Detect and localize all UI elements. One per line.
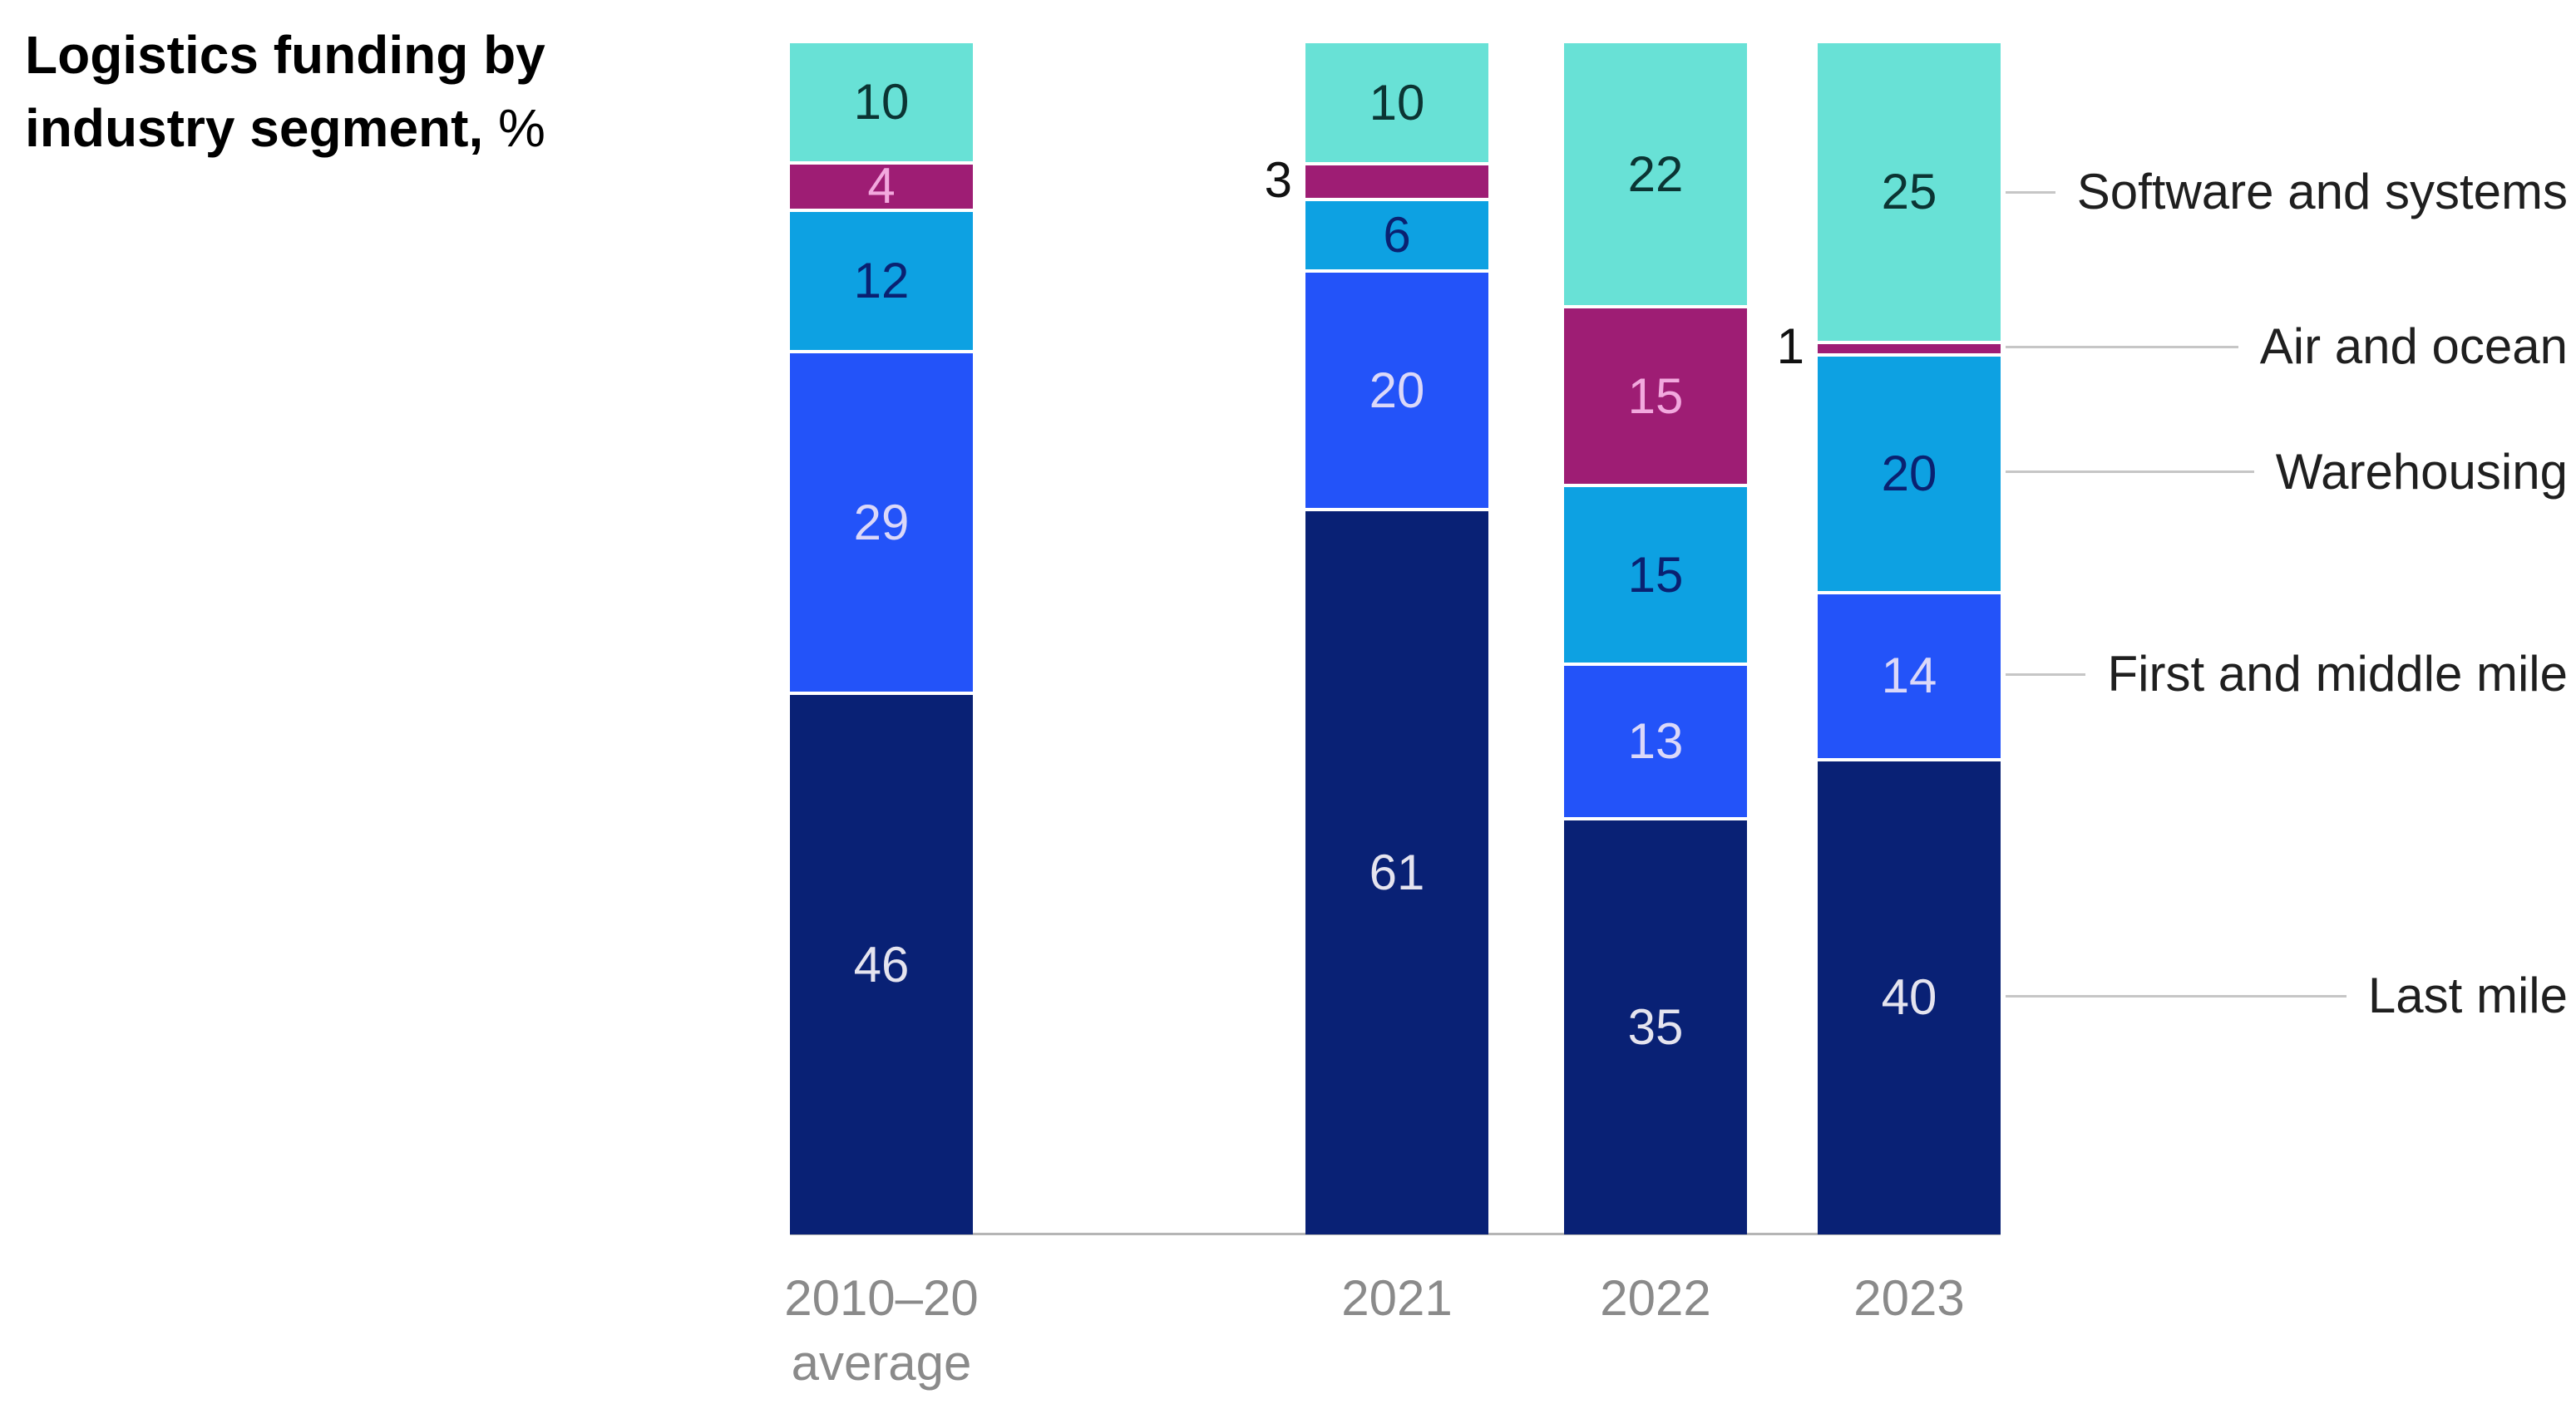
segment-air-and-ocean: 4	[790, 158, 973, 214]
value-label: 46	[853, 936, 910, 993]
value-label: 4	[867, 158, 896, 214]
legend-connector-line	[2006, 190, 2055, 194]
legend-row-last-mile: Last mile	[2006, 966, 2568, 1026]
segment-last-mile: 61	[1305, 507, 1488, 1234]
segment-air-and-ocean: 15	[1564, 305, 1747, 485]
segment-warehousing: 6	[1305, 198, 1488, 270]
axis-label-2022: 2022	[1406, 1266, 1905, 1331]
legend-connector-line	[2006, 994, 2347, 998]
legend-row-air-and-ocean: Air and ocean	[2006, 317, 2568, 377]
axis-label-line: 2010–20	[784, 1270, 979, 1326]
legend-label: Software and systems	[2076, 164, 2568, 220]
bar-2023: 25 20 14 40	[1818, 43, 2001, 1234]
segment-software-and-systems: 10	[1305, 43, 1488, 163]
legend-row-warehousing: Warehousing	[2006, 442, 2568, 502]
value-label-outside: 3	[1264, 151, 1292, 208]
segment-warehousing: 20	[1818, 352, 2001, 592]
value-label-outside: 1	[1776, 318, 1804, 375]
value-label: 61	[1369, 844, 1425, 900]
chart-title: Logistics funding by industry segment, %	[25, 18, 545, 165]
value-label: 20	[1881, 445, 1937, 501]
legend-connector-line	[2006, 470, 2254, 474]
value-label: 40	[1881, 969, 1937, 1026]
axis-label-line: 2021	[1341, 1270, 1453, 1326]
value-label: 15	[1627, 546, 1684, 603]
segment-warehousing: 12	[790, 208, 973, 350]
bar-2010–20: 10 4 12 29 46	[790, 43, 973, 1234]
legend-connector-line	[2006, 345, 2238, 348]
value-label: 25	[1881, 164, 1937, 220]
chart-title-line1: Logistics funding by	[25, 25, 545, 85]
value-label: 15	[1627, 367, 1684, 424]
segment-warehousing: 15	[1564, 484, 1747, 663]
bar-2021: 10 6 20 61	[1305, 43, 1488, 1234]
segment-software-and-systems: 22	[1564, 43, 1747, 306]
segment-first-and-middle-mile: 13	[1564, 663, 1747, 818]
segment-air-and-ocean	[1818, 341, 2001, 353]
chart-title-unit: %	[498, 98, 545, 158]
chart-title-line2: industry segment, %	[25, 98, 545, 158]
legend-connector-line	[2006, 672, 2086, 676]
value-label: 10	[1369, 74, 1425, 131]
value-label: 6	[1383, 207, 1411, 264]
bar-2022: 22 15 15 13 35	[1564, 43, 1747, 1234]
value-label: 13	[1627, 713, 1684, 770]
segment-first-and-middle-mile: 29	[790, 349, 973, 692]
segment-last-mile: 40	[1818, 757, 2001, 1234]
segment-last-mile: 35	[1564, 817, 1747, 1234]
value-label: 22	[1627, 145, 1684, 202]
value-label: 12	[853, 252, 910, 308]
legend-label: Last mile	[2367, 968, 2568, 1024]
axis-label-2023: 2023	[1660, 1266, 2159, 1331]
segment-first-and-middle-mile: 20	[1305, 269, 1488, 508]
segment-first-and-middle-mile: 14	[1818, 591, 2001, 758]
segment-software-and-systems: 25	[1818, 43, 2001, 342]
legend-row-first-and-middle-mile: First and middle mile	[2006, 644, 2568, 704]
segment-air-and-ocean	[1305, 162, 1488, 199]
legend-label: Air and ocean	[2259, 318, 2568, 375]
axis-label-line: average	[791, 1335, 972, 1391]
axis-label-2021: 2021	[1147, 1266, 1646, 1331]
legend-label: First and middle mile	[2107, 646, 2568, 702]
axis-label-2010–20: 2010–20 average	[632, 1266, 1131, 1396]
legend-row-software-and-systems: Software and systems	[2006, 162, 2568, 222]
axis-label-line: 2023	[1853, 1270, 1965, 1326]
legend-label: Warehousing	[2275, 443, 2568, 500]
segment-last-mile: 46	[790, 692, 973, 1234]
value-label: 10	[853, 73, 910, 130]
value-label: 29	[853, 494, 910, 550]
segment-software-and-systems: 10	[790, 43, 973, 161]
value-label: 14	[1881, 648, 1937, 704]
value-label: 35	[1627, 999, 1684, 1056]
axis-label-line: 2022	[1600, 1270, 1711, 1326]
value-label: 20	[1369, 362, 1425, 418]
